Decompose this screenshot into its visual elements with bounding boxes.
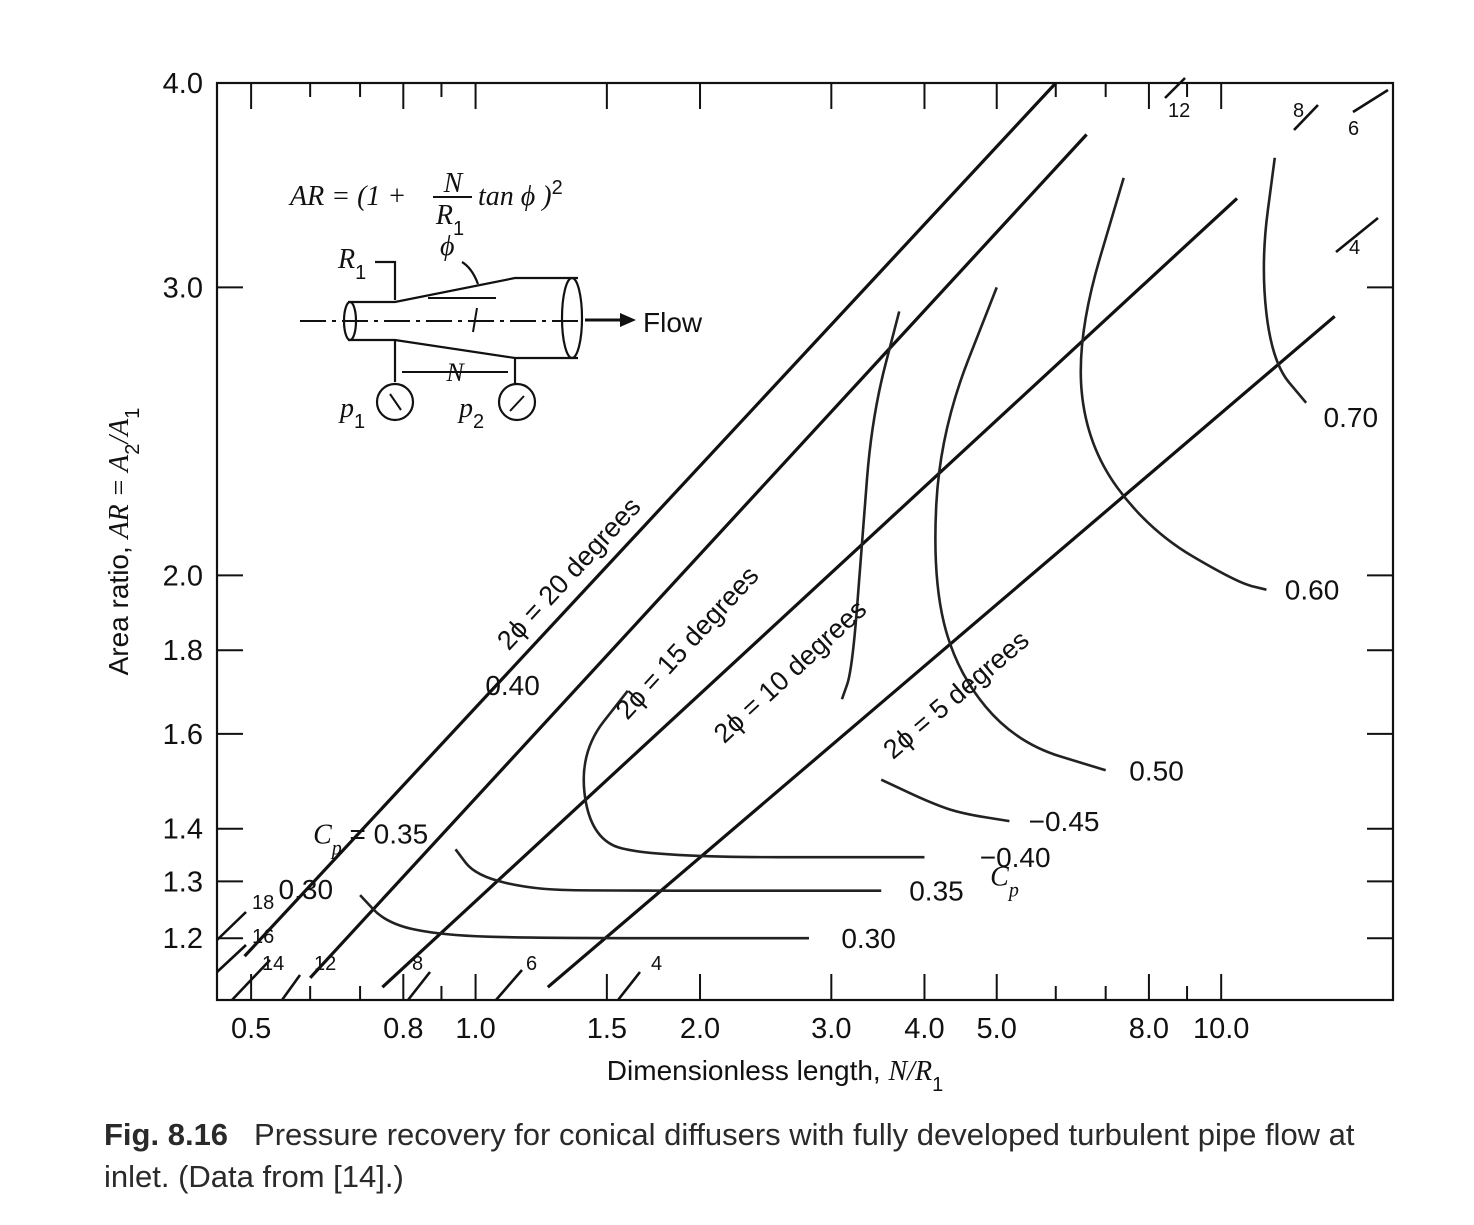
edge-angle-label: 18 bbox=[252, 892, 274, 914]
flow-label: Flow bbox=[643, 307, 703, 338]
area-ratio-formula-lhs: AR = (1 + bbox=[288, 181, 406, 212]
cp-label: 0.40 bbox=[485, 670, 540, 701]
x-tick-label: 0.8 bbox=[383, 1013, 423, 1045]
x-tick-label: 0.5 bbox=[231, 1013, 271, 1045]
p2-label: p2 bbox=[457, 393, 484, 433]
y-tick-label: 1.8 bbox=[163, 635, 203, 667]
cp-curve bbox=[880, 778, 1010, 823]
p1-label: p1 bbox=[338, 393, 365, 433]
edge-angle-label: 8 bbox=[412, 953, 423, 975]
cp-curve bbox=[1262, 157, 1308, 404]
edge-angle-tick bbox=[406, 971, 432, 1001]
angle-line bbox=[381, 197, 1239, 989]
y-tick-label: 4.0 bbox=[163, 68, 203, 100]
angle-line bbox=[546, 315, 1336, 989]
cp-curve bbox=[582, 689, 925, 859]
gauge-2-needle bbox=[509, 395, 525, 412]
phi-arrow bbox=[461, 261, 480, 285]
edge-angle-label: 4 bbox=[651, 953, 662, 975]
radius-arrow bbox=[472, 307, 478, 333]
edge-angle-tick bbox=[1164, 77, 1186, 99]
edge-angle-tick bbox=[1335, 216, 1379, 254]
data-layer bbox=[243, 83, 1336, 989]
y-tick-label: 1.2 bbox=[163, 923, 203, 955]
edge-angle-label: 12 bbox=[314, 953, 336, 975]
cp-label: 0.30 bbox=[279, 874, 334, 905]
y-tick-label: 1.6 bbox=[163, 719, 203, 751]
diffuser-body bbox=[348, 276, 578, 360]
cp-label: Cp = 0.35 bbox=[313, 818, 428, 859]
edge-angle-tick bbox=[1293, 104, 1319, 131]
plot-frame bbox=[215, 81, 1395, 1002]
cp-label: 0.35 bbox=[909, 876, 964, 907]
cp-curve bbox=[454, 848, 882, 892]
y-tick-label: 3.0 bbox=[163, 272, 203, 304]
angle-line bbox=[309, 133, 1088, 979]
angle-line bbox=[243, 83, 1057, 958]
x-tick-label: 5.0 bbox=[977, 1013, 1017, 1045]
angle-line-label: 2ϕ = 5 degrees bbox=[877, 625, 1034, 765]
x-tick-label: 2.0 bbox=[680, 1013, 720, 1045]
diffuser-outlet bbox=[560, 276, 584, 360]
y-tick-label: 2.0 bbox=[163, 560, 203, 592]
x-tick-label: 10.0 bbox=[1193, 1013, 1249, 1045]
x-axis-label: Dimensionless length, N/R1 bbox=[607, 1055, 943, 1096]
angle-line-label: 2ϕ = 10 degrees bbox=[708, 594, 872, 749]
r1-label: R1 bbox=[337, 244, 366, 284]
edge-angle-tick bbox=[495, 969, 523, 1001]
cp-curve bbox=[934, 286, 1107, 772]
figure-number: Fig. 8.16 bbox=[104, 1117, 229, 1152]
phi-label: ϕ bbox=[440, 231, 455, 262]
cp-curve bbox=[1079, 177, 1267, 591]
n-label: N bbox=[445, 358, 465, 387]
cp-legend-label: Cp bbox=[990, 861, 1019, 901]
gauge-1-needle bbox=[389, 393, 402, 411]
edge-angle-label: 12 bbox=[1168, 100, 1190, 122]
diffuser-chart: 0.5 0.8 1.0 1.5 2.0 3.0 4.0 5.0 8.0 10.0 1.2 1.3 1.4… bbox=[103, 68, 1395, 1096]
edge-angle-label: 6 bbox=[1348, 118, 1359, 140]
x-tick-label: 1.5 bbox=[587, 1013, 627, 1045]
x-tick-label: 4.0 bbox=[904, 1013, 944, 1045]
x-tick-label: 1.0 bbox=[455, 1013, 495, 1045]
edge-angle-tick bbox=[231, 959, 271, 1001]
cp-curve bbox=[359, 894, 809, 940]
edge-angle-label: 8 bbox=[1293, 100, 1304, 122]
edge-angle-label: 6 bbox=[526, 953, 537, 975]
cp-label: 0.70 bbox=[1324, 402, 1379, 433]
formula-denominator: R1 bbox=[435, 200, 464, 240]
cp-label: −0.45 bbox=[1029, 806, 1100, 837]
edge-angle-label: 16 bbox=[252, 926, 274, 948]
cp-label: 0.50 bbox=[1129, 755, 1184, 786]
figure-caption-text: Pressure recovery for conical diffusers … bbox=[104, 1117, 1355, 1194]
gauge-1 bbox=[375, 382, 415, 422]
cp-label: −0.40 bbox=[980, 842, 1051, 873]
edge-angle-tick bbox=[616, 971, 642, 1001]
y-axis-label: Area ratio, AR = A2/A1 bbox=[103, 408, 144, 676]
y-tick-label: 1.4 bbox=[163, 814, 203, 846]
edge-angle-label: 14 bbox=[262, 953, 284, 975]
edge-angle-label: 4 bbox=[1349, 237, 1360, 259]
flow-arrowhead bbox=[620, 313, 636, 327]
edge-angle-tick bbox=[216, 911, 247, 941]
cp-label: 0.60 bbox=[1285, 575, 1340, 606]
formula-rhs: tan ϕ )2 bbox=[478, 177, 563, 212]
x-tick-label: 8.0 bbox=[1129, 1013, 1169, 1045]
r1-pointer bbox=[375, 260, 397, 300]
y-tick-label: 1.3 bbox=[163, 866, 203, 898]
figure-caption: Fig. 8.16 Pressure recovery for conical d… bbox=[104, 1114, 1424, 1198]
cp-label: 0.30 bbox=[841, 923, 896, 954]
angle-line-label: 2ϕ = 20 degrees bbox=[491, 492, 646, 656]
edge-angle-tick bbox=[280, 974, 302, 1001]
plot-area: 0.5 0.8 1.0 1.5 2.0 3.0 4.0 5.0 8.0 10.0 1.2 1.3 1.4… bbox=[103, 68, 1395, 1096]
gauge-2 bbox=[497, 382, 537, 422]
edge-angle-tick bbox=[216, 944, 247, 973]
formula-numerator: N bbox=[443, 168, 464, 199]
x-tick-label: 3.0 bbox=[811, 1013, 851, 1045]
edge-angle-tick bbox=[1352, 88, 1389, 114]
cp-curve bbox=[840, 311, 901, 700]
